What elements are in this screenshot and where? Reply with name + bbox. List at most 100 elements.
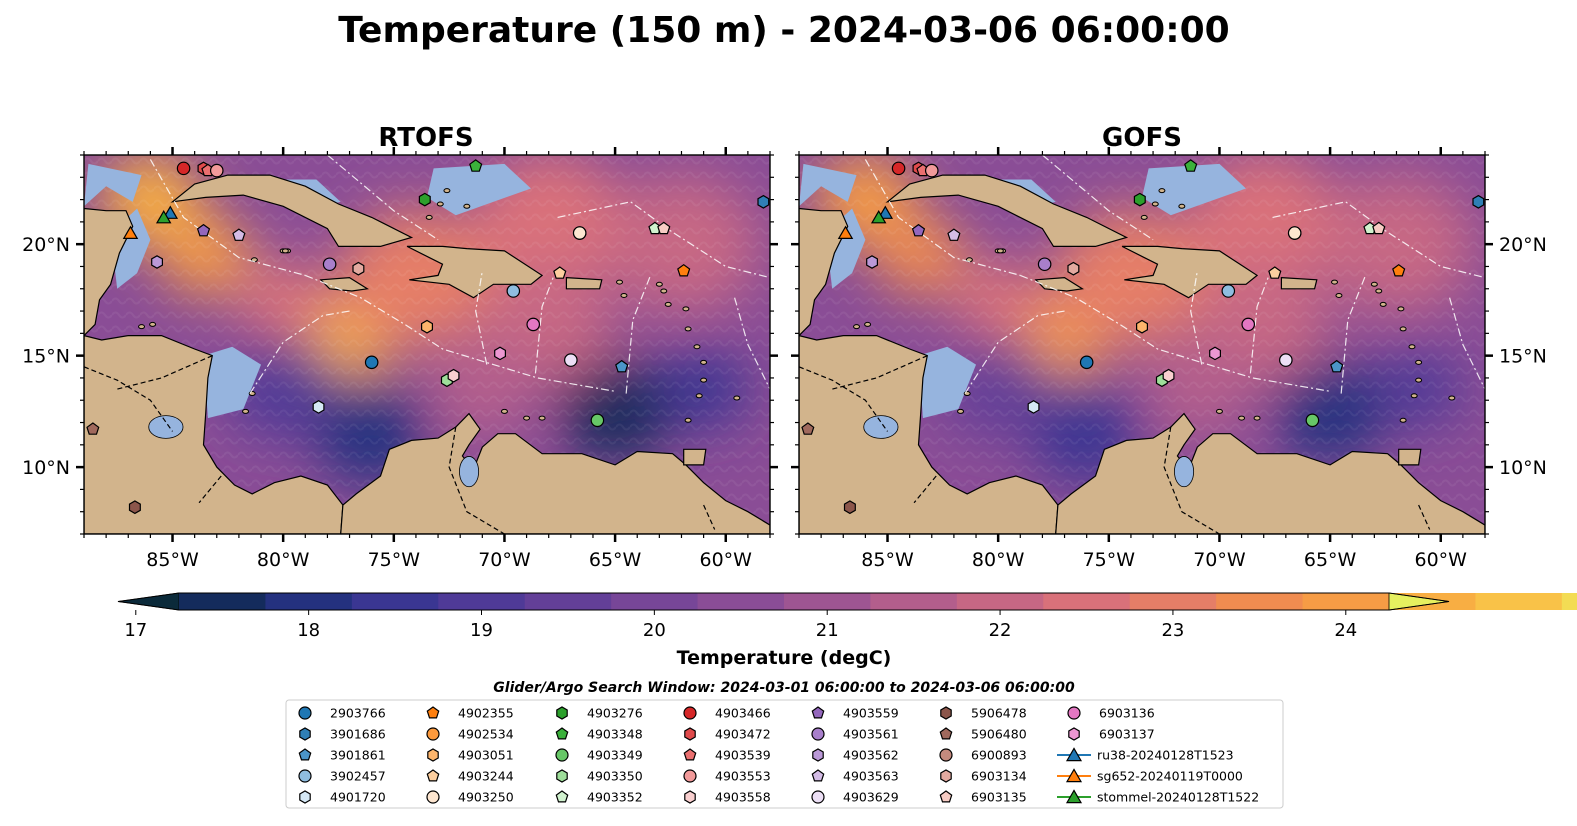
colorbar-tick-label: 21: [816, 620, 839, 641]
point-4903561: [1037, 257, 1052, 272]
legend-marker: [555, 790, 569, 803]
point-4903276: [1133, 192, 1146, 207]
point-4903250: [1287, 226, 1302, 240]
island: [957, 408, 965, 414]
island: [1448, 395, 1456, 401]
legend-marker: [426, 790, 440, 804]
point-2903766: [1079, 355, 1094, 370]
shelf-area: [918, 346, 977, 419]
legend-label: 5906478: [971, 706, 1027, 721]
suptitle: Temperature (150 m) - 2024-03-06 06:00:0…: [338, 10, 1229, 51]
island: [864, 321, 872, 327]
x-tick-label: 80°W: [257, 549, 310, 571]
point-3901686: [1472, 194, 1485, 209]
legend-marker: [299, 727, 311, 741]
map-area: [799, 155, 1485, 534]
colorbar-tick-label: 19: [470, 620, 493, 641]
panel-title-gofs: GOFS: [1102, 123, 1182, 153]
island: [1215, 408, 1223, 414]
legend-label: 4902534: [458, 727, 514, 742]
colorbar-bin: [870, 593, 958, 610]
y-tick-label: 10°N: [22, 457, 70, 479]
legend-item: 3901861: [298, 748, 386, 763]
colorbar-bin: [784, 593, 871, 610]
legend-marker: [555, 748, 569, 762]
observation-points: [86, 159, 770, 515]
point-4903244: [1268, 266, 1282, 279]
legend-label: 4903276: [587, 706, 643, 721]
island: [500, 408, 508, 414]
point-6903135: [657, 221, 671, 235]
island: [616, 279, 624, 285]
country-border: [1418, 504, 1431, 530]
legend-item: 4903051: [427, 748, 514, 763]
island: [1379, 301, 1387, 307]
legend-marker: [426, 706, 440, 719]
legend-label: 6900893: [971, 748, 1027, 763]
legend-marker: [426, 769, 440, 782]
country-border: [84, 366, 174, 432]
colorbar-tick-label: 17: [124, 620, 147, 641]
colorbar-tick-label: 23: [1161, 620, 1184, 641]
legend-label: 4903563: [843, 769, 899, 784]
land-puertorico: [565, 276, 603, 290]
legend-item: 4903276: [556, 706, 643, 721]
eez-boundary: [1272, 201, 1485, 279]
x-tick-label: 70°W: [478, 549, 531, 571]
observation-points: [801, 159, 1485, 515]
colorbar-bin: [1043, 593, 1131, 610]
point-4903558: [447, 368, 460, 383]
legend-label: 6903136: [1099, 706, 1155, 721]
eez-boundary: [1042, 155, 1154, 241]
colorbar-bin: [1216, 593, 1304, 610]
land-yucatan: [799, 207, 849, 337]
point-sg652-20240119T0000: [837, 225, 854, 239]
point-ru38-20240128T1523: [877, 205, 894, 219]
legend-marker: [298, 706, 312, 720]
colorbar-bin: [956, 593, 1044, 610]
legend-marker: [683, 769, 697, 783]
legend-label: 6903134: [971, 769, 1027, 784]
eez-boundary: [734, 297, 770, 390]
point-4903629: [1279, 353, 1293, 367]
point-4903563: [947, 228, 961, 241]
legend-item: 4903562: [812, 748, 899, 763]
point-3902457: [1221, 284, 1236, 298]
point-6903134: [352, 261, 365, 276]
point-6903136: [526, 317, 541, 332]
point-4901720: [312, 400, 325, 414]
colorbar-bin: [1561, 593, 1577, 610]
legend-label: 4903553: [715, 769, 771, 784]
country-border: [448, 426, 505, 534]
island: [695, 393, 703, 399]
point-sg652-20240119T0000: [122, 225, 139, 239]
point-5906480: [86, 422, 100, 435]
colorbar: 17 18 19 20 21 22 23 24: [117, 592, 1577, 641]
land-puertorico: [1280, 276, 1318, 290]
island: [684, 417, 692, 423]
island: [1410, 393, 1418, 399]
legend-label: 4903562: [843, 748, 899, 763]
island: [1158, 188, 1166, 194]
legend-marker: [1065, 768, 1083, 783]
legend-label: 4903629: [843, 790, 899, 805]
legend-item: 4903244: [426, 769, 514, 784]
legend-item: 4903561: [811, 727, 899, 742]
legend-label: 6903137: [1099, 727, 1155, 742]
legend-label: 3902457: [330, 769, 386, 784]
point-4903349: [590, 413, 605, 428]
legend-item: 5906480: [939, 727, 1027, 742]
legend-marker: [939, 748, 953, 762]
legend-item: 5906478: [940, 706, 1027, 721]
point-4903276: [418, 192, 431, 207]
eez-boundary: [1249, 277, 1269, 374]
land-jamaica: [1034, 276, 1085, 292]
x-tick-label: 85°W: [861, 549, 914, 571]
legend-marker: [426, 727, 440, 741]
island: [463, 203, 471, 209]
point-4901720: [1027, 400, 1040, 414]
eez-boundary: [1449, 297, 1485, 390]
legend-marker: [683, 748, 697, 761]
legend-item: 6903135: [939, 790, 1027, 805]
legend-item: 3902457: [298, 769, 386, 784]
